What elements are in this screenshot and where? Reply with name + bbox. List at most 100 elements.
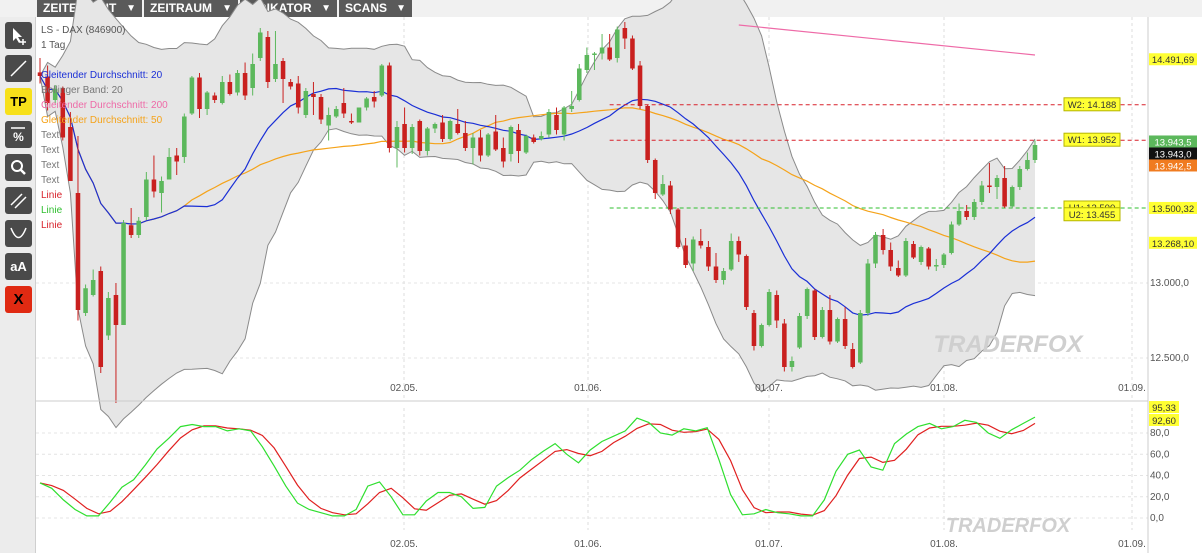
candle-body [402,124,407,148]
candle-body [880,235,886,250]
menu-zeitraum[interactable]: ZEITRAUM ▼ [144,0,238,17]
price-tag [1149,159,1197,172]
candle-body [273,64,278,79]
candle-body [197,77,202,109]
candle-body [842,319,848,346]
candle-body [820,310,825,337]
x-tick-label: 01.08. [930,539,958,550]
candle-body [1017,169,1023,187]
y-tick-label: 40,0 [1150,471,1170,482]
candle-body [994,178,1000,187]
candle-body [539,136,544,139]
y-tick-label: 60,0 [1150,449,1170,460]
candle-body [576,68,582,100]
level-annotation-box [1063,207,1121,222]
candle-body [311,94,316,97]
text-size-tool-button[interactable]: aA [5,253,32,280]
cursor-icon [13,28,26,45]
level-annotation-box [1063,132,1121,147]
x-tick-label: 01.06. [574,539,602,550]
line-tool-button[interactable] [5,55,32,82]
candle-body [751,313,757,346]
candle-body [721,271,726,280]
parallel-lines-icon [10,193,27,209]
candle-body [782,323,787,367]
watermark-logo: TRADERFOX [946,515,1072,537]
candle-body [394,127,400,148]
candle-body [106,298,111,336]
zoom-tool-button[interactable] [5,154,32,181]
candle-body [698,241,704,246]
legend-item: Text [41,160,60,171]
candle-body [121,223,126,325]
x-tick-label: 02.05. [390,383,418,394]
price-tag [1149,201,1197,214]
curve-tool-button[interactable] [5,220,32,247]
candle-body [493,131,499,150]
legend-item: Linie [41,190,63,201]
candle-body [660,184,666,195]
ma20-line [39,75,1036,316]
bollinger-lower-line [39,75,1036,429]
candle-body [622,28,628,39]
candle-body [964,211,969,217]
candle-body [90,280,96,295]
candle-body [933,265,939,267]
candle-body [440,122,445,139]
x-tick-label: 02.05. [390,539,418,550]
y-tick-label: 80,0 [1150,428,1170,439]
candle-body [295,83,301,108]
candle-body [349,121,354,123]
candle-body [75,193,81,310]
cursor-tool-button[interactable] [5,22,32,49]
candle-body [478,137,483,156]
percent-tool-button[interactable]: % [5,121,32,148]
price-tag-label: 13.268,10 [1152,239,1194,250]
candle-body [250,64,255,88]
candle-body [470,137,476,148]
candle-body [690,239,696,264]
candle-body [98,271,104,367]
stochastic-value-label: 95,33 [1152,403,1176,414]
candle-body [789,361,795,367]
candle-body [463,133,468,148]
candle-body [652,160,658,193]
candle-body [303,91,309,115]
candle-body [614,29,620,58]
price-tag-label: 13.943,0 [1155,149,1192,160]
menu-scans[interactable]: SCANS ▼ [339,0,412,17]
candle-body [485,134,491,156]
delete-tool-button[interactable]: X [5,286,32,313]
candle-body [417,121,423,151]
candle-body [174,155,179,162]
x-tick-label: 01.09. [1118,539,1146,550]
candle-body [637,65,643,106]
candle-body [949,224,954,253]
candle-body [182,116,187,157]
candle-body [37,72,43,76]
candle-body [812,290,818,337]
x-tick-label: 01.08. [930,383,958,394]
candle-body [918,247,924,262]
drawing-toolbar: TP % aA X [0,17,36,553]
candle-body [1032,145,1038,160]
legend-item: Gleitender Durchschnitt: 50 [41,115,163,126]
channel-tool-button[interactable] [5,187,32,214]
candle-body [159,181,164,193]
curve-icon [10,227,27,239]
candle-body [569,106,574,109]
candle-body [508,127,514,154]
close-icon: X [13,291,24,308]
level-annotation-label: W1: 13.952 [1068,135,1117,146]
candle-body [68,127,73,181]
candle-body [956,211,962,225]
candle-body [706,247,711,267]
watermark-logo: TRADERFOX [933,331,1084,358]
candle-body [379,65,385,96]
tp-tool-button[interactable]: TP [5,88,32,115]
menu-label: ZEITRAUM [150,1,212,15]
candle-body [736,241,742,255]
candle-body [227,82,233,94]
candle-body [896,268,901,276]
